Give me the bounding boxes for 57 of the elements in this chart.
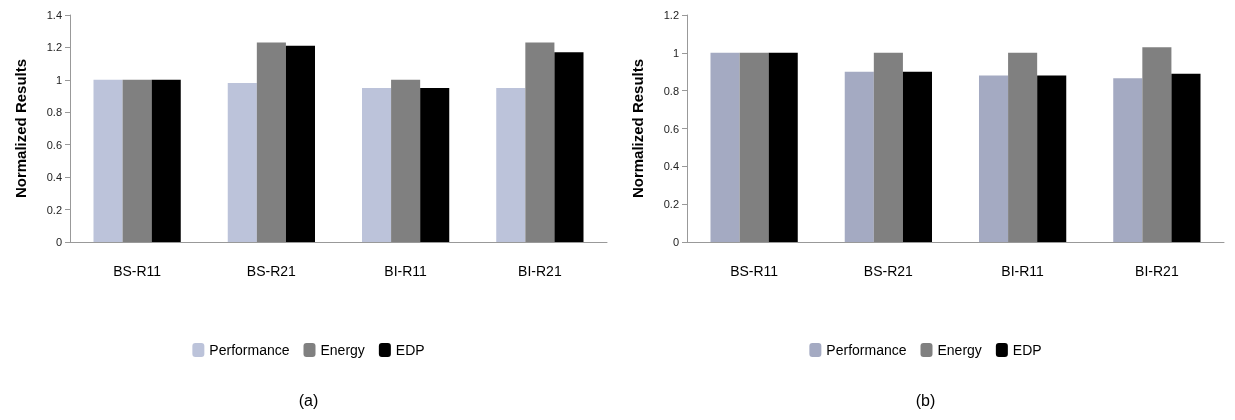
y-tick-label: 0 <box>55 236 62 248</box>
y-tick-label: 1.2 <box>663 9 679 21</box>
bar <box>361 87 392 242</box>
y-tick-label: 1 <box>672 46 679 59</box>
bar <box>1008 52 1038 242</box>
y-tick-label: 1.4 <box>46 9 62 21</box>
x-tick-label: BI-R21 <box>518 263 562 279</box>
bar <box>739 52 769 242</box>
bar <box>873 52 903 242</box>
bar <box>420 87 450 242</box>
legend-label: Energy <box>937 342 982 358</box>
legend-label: Performance <box>826 342 907 358</box>
legend-label: EDP <box>1012 342 1042 358</box>
bar <box>227 83 257 242</box>
y-tick-label: 0.2 <box>46 203 62 216</box>
x-tick-label: BI-R11 <box>384 263 428 279</box>
y-axis-title: Normalized Results <box>12 58 29 199</box>
bar <box>151 79 181 242</box>
bar <box>93 79 123 242</box>
bar <box>1171 73 1201 242</box>
x-tick-label: BS-R21 <box>246 263 297 279</box>
bar <box>554 52 584 242</box>
bar <box>256 42 286 242</box>
x-tick-label: BS-R11 <box>730 263 779 279</box>
x-tick-label: BS-R11 <box>113 263 162 279</box>
bar <box>1113 78 1143 242</box>
y-tick-label: 1.2 <box>46 41 62 54</box>
y-tick-label: 0.4 <box>663 160 679 173</box>
bar <box>1142 47 1172 242</box>
bar <box>710 52 740 242</box>
y-tick-label: 0 <box>672 236 679 248</box>
bar <box>122 79 152 242</box>
y-tick-label: 0.8 <box>46 106 62 119</box>
bar <box>391 79 421 242</box>
bar <box>902 71 933 242</box>
y-tick-label: 0.4 <box>46 171 62 184</box>
x-tick-label: BI-R21 <box>1135 263 1179 279</box>
y-tick-label: 0.6 <box>663 122 679 135</box>
bar <box>978 75 1009 242</box>
bar <box>844 71 874 242</box>
y-tick-label: 1 <box>55 73 62 86</box>
bar <box>525 42 555 242</box>
y-tick-label: 0.6 <box>46 138 62 151</box>
bar <box>1037 75 1067 242</box>
text: (b) <box>915 391 936 409</box>
bar <box>285 45 316 242</box>
y-tick-label: 0.8 <box>663 84 679 97</box>
y-tick-label: 0.2 <box>663 198 679 211</box>
bar <box>496 87 526 242</box>
y-axis-title: Normalized Results <box>629 58 646 199</box>
text: (a) <box>298 391 319 409</box>
x-tick-label: BI-R11 <box>1001 263 1045 279</box>
x-tick-label: BS-R21 <box>863 263 914 279</box>
bar <box>768 52 798 242</box>
legend-label: Energy <box>320 342 365 358</box>
legend-label: Performance <box>209 342 290 358</box>
legend-label: EDP <box>395 342 425 358</box>
